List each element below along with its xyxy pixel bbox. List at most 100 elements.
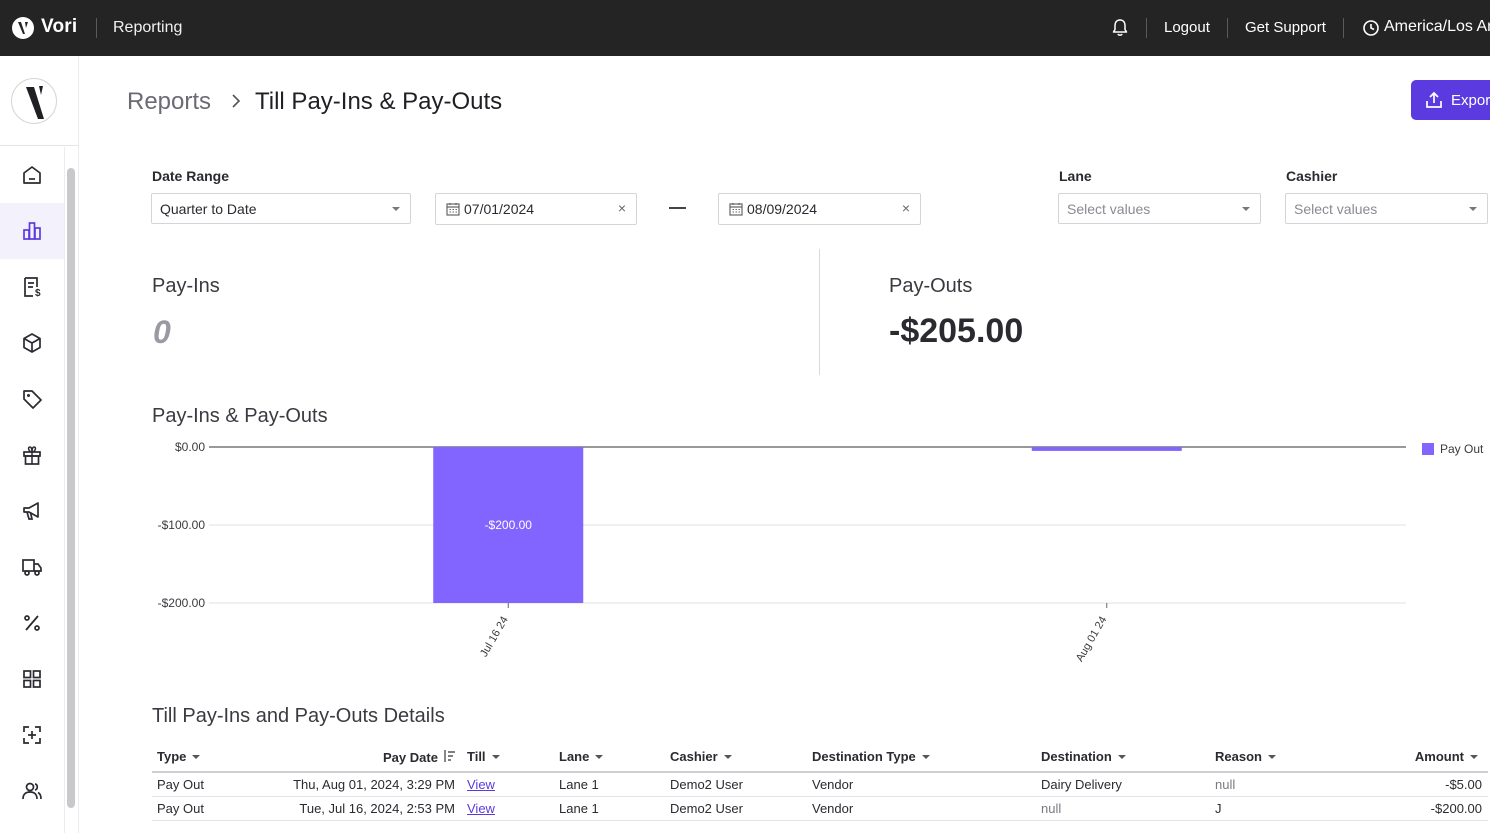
sidebar-item-scan[interactable] bbox=[0, 707, 64, 763]
cell-type: Pay Out bbox=[157, 777, 204, 792]
cashier-label: Cashier bbox=[1286, 168, 1338, 184]
brand-name[interactable]: Vori bbox=[41, 16, 78, 37]
pay-ins-label: Pay-Ins bbox=[152, 275, 220, 297]
sidebar-item-gift-cards[interactable] bbox=[0, 427, 64, 483]
column-header-label: Amount bbox=[1414, 749, 1464, 764]
date-range-select[interactable]: Quarter to Date bbox=[151, 193, 411, 224]
cell-type: Pay Out bbox=[157, 801, 204, 816]
cell-pay-date: Thu, Aug 01, 2024, 3:29 PM bbox=[293, 777, 455, 792]
header-divider bbox=[152, 771, 1488, 773]
export-button[interactable]: Export bbox=[1411, 80, 1490, 120]
column-header-label: Cashier bbox=[670, 749, 718, 764]
timezone-selector[interactable]: America/Los Angeles bbox=[1384, 18, 1490, 35]
cashier-placeholder: Select values bbox=[1294, 201, 1378, 217]
caret-down-icon bbox=[491, 754, 500, 759]
pay-ins-pay-outs-chart: $0.00 -$100.00 -$200.00 Jul 16 24 -$200.00 Au… bbox=[158, 440, 1484, 664]
cell-destination-type: Vendor bbox=[812, 777, 854, 792]
sidebar-item-pricing[interactable] bbox=[0, 371, 64, 427]
store-logo[interactable] bbox=[11, 78, 57, 124]
cashier-select[interactable]: Select values bbox=[1285, 193, 1488, 224]
column-header-cashier[interactable]: Cashier bbox=[670, 749, 732, 764]
chevron-right-icon bbox=[232, 94, 241, 108]
vori-logo-icon[interactable] bbox=[12, 17, 34, 39]
sidebar-item-home[interactable] bbox=[0, 147, 64, 203]
pay-ins-value: 0 bbox=[153, 314, 171, 350]
tag-icon bbox=[23, 390, 42, 409]
column-header-pay-date[interactable]: Pay Date bbox=[383, 749, 456, 766]
y-tick-label: -$100.00 bbox=[158, 518, 206, 532]
cell-cashier: Demo2 User bbox=[670, 801, 743, 816]
sort-icon bbox=[444, 749, 456, 766]
view-till-link[interactable]: View bbox=[467, 801, 495, 816]
row-divider bbox=[152, 796, 1488, 797]
svg-text:$: $ bbox=[35, 288, 41, 298]
view-till-link[interactable]: View bbox=[467, 777, 495, 792]
date-range-label: Date Range bbox=[152, 168, 230, 184]
cell-cashier: Demo2 User bbox=[670, 777, 743, 792]
cell-destination: null bbox=[1041, 801, 1062, 816]
lane-placeholder: Select values bbox=[1067, 201, 1151, 217]
lane-select[interactable]: Select values bbox=[1058, 193, 1261, 224]
home-icon bbox=[23, 166, 41, 184]
column-header-lane[interactable]: Lane bbox=[559, 749, 604, 764]
clear-icon[interactable]: × bbox=[617, 200, 626, 216]
sidebar-item-deliveries[interactable] bbox=[0, 539, 64, 595]
sidebar-scrollbar[interactable] bbox=[67, 168, 75, 808]
sidebar-item-invoices[interactable]: $ bbox=[0, 259, 64, 315]
clock-icon bbox=[1363, 20, 1379, 36]
logout-link[interactable]: Logout bbox=[1164, 19, 1210, 36]
chart-title: Pay-Ins & Pay-Outs bbox=[152, 405, 328, 427]
clear-icon[interactable]: × bbox=[901, 200, 910, 216]
users-icon bbox=[22, 782, 42, 800]
y-tick-label: $0.00 bbox=[175, 440, 205, 454]
bell-icon[interactable] bbox=[1110, 18, 1130, 38]
date-range-value: Quarter to Date bbox=[160, 201, 257, 217]
cell-destination-type: Vendor bbox=[812, 801, 854, 816]
column-header-label: Pay Date bbox=[383, 750, 438, 765]
cell-reason: J bbox=[1215, 801, 1222, 816]
breadcrumb-reports[interactable]: Reports bbox=[127, 88, 212, 115]
sidebar-item-products[interactable] bbox=[0, 315, 64, 371]
box-icon bbox=[23, 333, 41, 353]
sidebar-item-promotions[interactable] bbox=[0, 595, 64, 651]
divider bbox=[1343, 18, 1344, 38]
caret-down-icon bbox=[192, 754, 201, 759]
bar bbox=[1031, 447, 1182, 451]
x-tick-label: Aug 01 24 bbox=[1074, 615, 1109, 664]
sidebar-item-marketing[interactable] bbox=[0, 483, 64, 539]
sidebar-item-apps[interactable] bbox=[0, 651, 64, 707]
upload-icon bbox=[1426, 91, 1442, 108]
column-header-destination[interactable]: Destination bbox=[1041, 749, 1126, 764]
end-date-input[interactable]: 08/09/2024 × bbox=[718, 193, 921, 225]
column-header-destination-type[interactable]: Destination Type bbox=[812, 749, 930, 764]
cell-amount: -$5.00 bbox=[1445, 777, 1482, 792]
divider bbox=[1227, 18, 1228, 38]
caret-down-icon bbox=[1470, 754, 1478, 759]
page-title: Till Pay-Ins & Pay-Outs bbox=[255, 88, 503, 115]
start-date-input[interactable]: 07/01/2024 × bbox=[435, 193, 637, 225]
caret-down-icon bbox=[595, 754, 604, 759]
caret-down-icon bbox=[1267, 754, 1276, 759]
receipt-dollar-icon: $ bbox=[24, 277, 41, 298]
data-label: -$200.00 bbox=[485, 518, 533, 532]
column-header-label: Till bbox=[467, 749, 486, 764]
column-header-till[interactable]: Till bbox=[467, 749, 500, 764]
legend-label: Pay Out bbox=[1440, 442, 1484, 456]
caret-down-icon bbox=[723, 754, 732, 759]
column-header-type[interactable]: Type bbox=[157, 749, 201, 764]
bar bbox=[433, 447, 584, 603]
calendar-icon bbox=[729, 203, 743, 216]
lane-label: Lane bbox=[1059, 168, 1092, 184]
bar-chart-icon bbox=[23, 222, 41, 240]
sidebar-item-users[interactable] bbox=[0, 763, 64, 819]
column-header-reason[interactable]: Reason bbox=[1215, 749, 1276, 764]
sidebar-item-reporting[interactable] bbox=[0, 203, 64, 259]
pay-outs-value: -$205.00 bbox=[889, 312, 1024, 350]
sidebar-nav: $ bbox=[0, 147, 65, 833]
column-header-label: Destination Type bbox=[812, 749, 916, 764]
cell-lane: Lane 1 bbox=[559, 801, 599, 816]
column-header-amount[interactable]: Amount bbox=[1415, 749, 1478, 764]
get-support-link[interactable]: Get Support bbox=[1245, 19, 1326, 36]
caret-down-icon bbox=[921, 754, 930, 759]
date-separator bbox=[669, 207, 686, 209]
